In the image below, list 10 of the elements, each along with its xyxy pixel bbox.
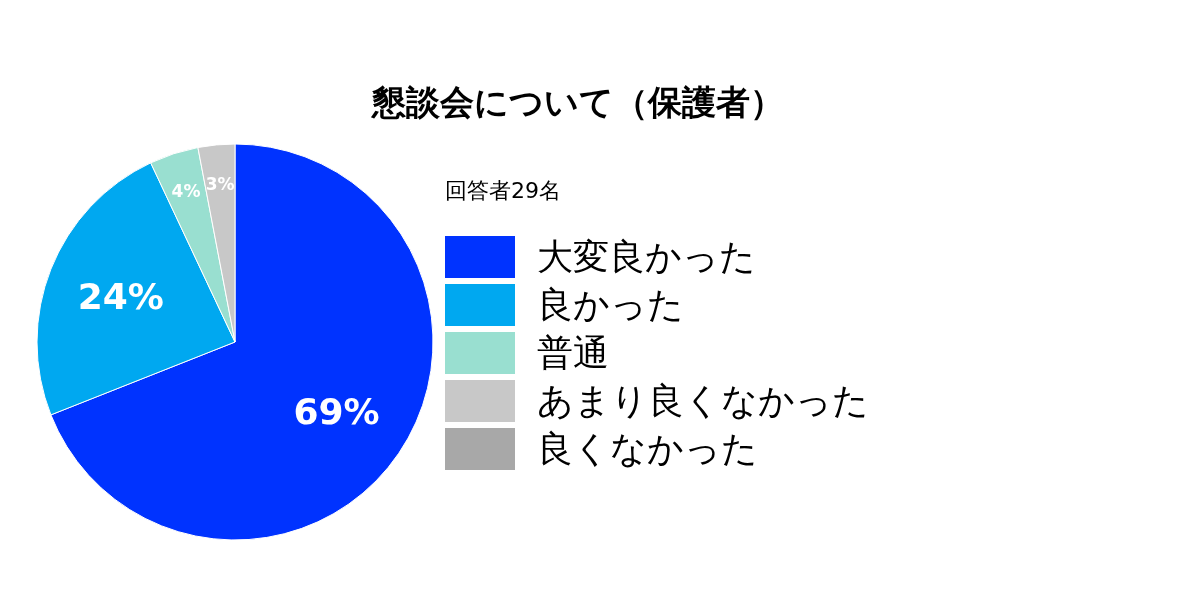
text: 回答者29名 [445, 177, 561, 205]
legend-label: 良かった [537, 282, 684, 327]
chart-title: 懇談会について（保護者） [370, 81, 785, 124]
data-label: 69% [293, 390, 380, 432]
legend-label: あまり良くなかった [537, 378, 869, 423]
data-label: 24% [77, 276, 164, 318]
legend-label: 大変良かった [537, 234, 756, 279]
legend-label: 良くなかった [537, 426, 758, 471]
data-label: 4% [171, 181, 201, 202]
legend-label: 普通 [537, 330, 609, 375]
